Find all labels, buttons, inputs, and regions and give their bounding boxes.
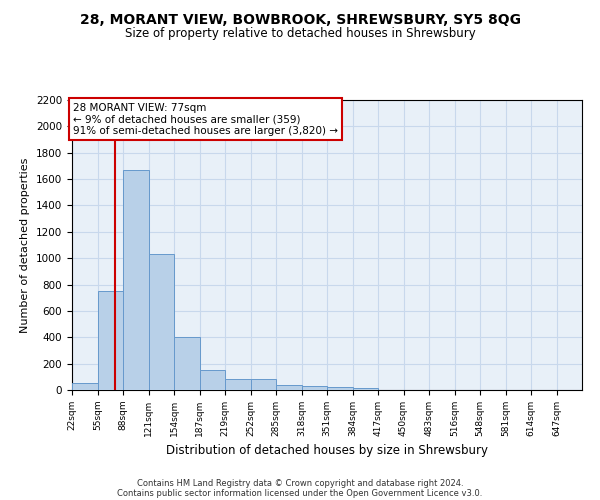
Bar: [327, 388, 353, 390]
Text: 28 MORANT VIEW: 77sqm
← 9% of detached houses are smaller (359)
91% of semi-deta: 28 MORANT VIEW: 77sqm ← 9% of detached h…: [73, 102, 338, 136]
Text: Contains HM Land Registry data © Crown copyright and database right 2024.: Contains HM Land Registry data © Crown c…: [137, 478, 463, 488]
Text: 28, MORANT VIEW, BOWBROOK, SHREWSBURY, SY5 8QG: 28, MORANT VIEW, BOWBROOK, SHREWSBURY, S…: [79, 12, 521, 26]
Text: Contains public sector information licensed under the Open Government Licence v3: Contains public sector information licen…: [118, 488, 482, 498]
Bar: [353, 388, 378, 390]
Y-axis label: Number of detached properties: Number of detached properties: [20, 158, 31, 332]
Bar: [174, 336, 199, 390]
Bar: [123, 170, 149, 390]
Bar: [276, 384, 302, 390]
Text: Size of property relative to detached houses in Shrewsbury: Size of property relative to detached ho…: [125, 28, 475, 40]
Bar: [302, 386, 327, 390]
Bar: [72, 384, 97, 390]
Bar: [225, 379, 251, 390]
Bar: [149, 254, 174, 390]
Bar: [251, 380, 276, 390]
X-axis label: Distribution of detached houses by size in Shrewsbury: Distribution of detached houses by size …: [166, 444, 488, 458]
Bar: [97, 291, 123, 390]
Bar: [199, 370, 225, 390]
